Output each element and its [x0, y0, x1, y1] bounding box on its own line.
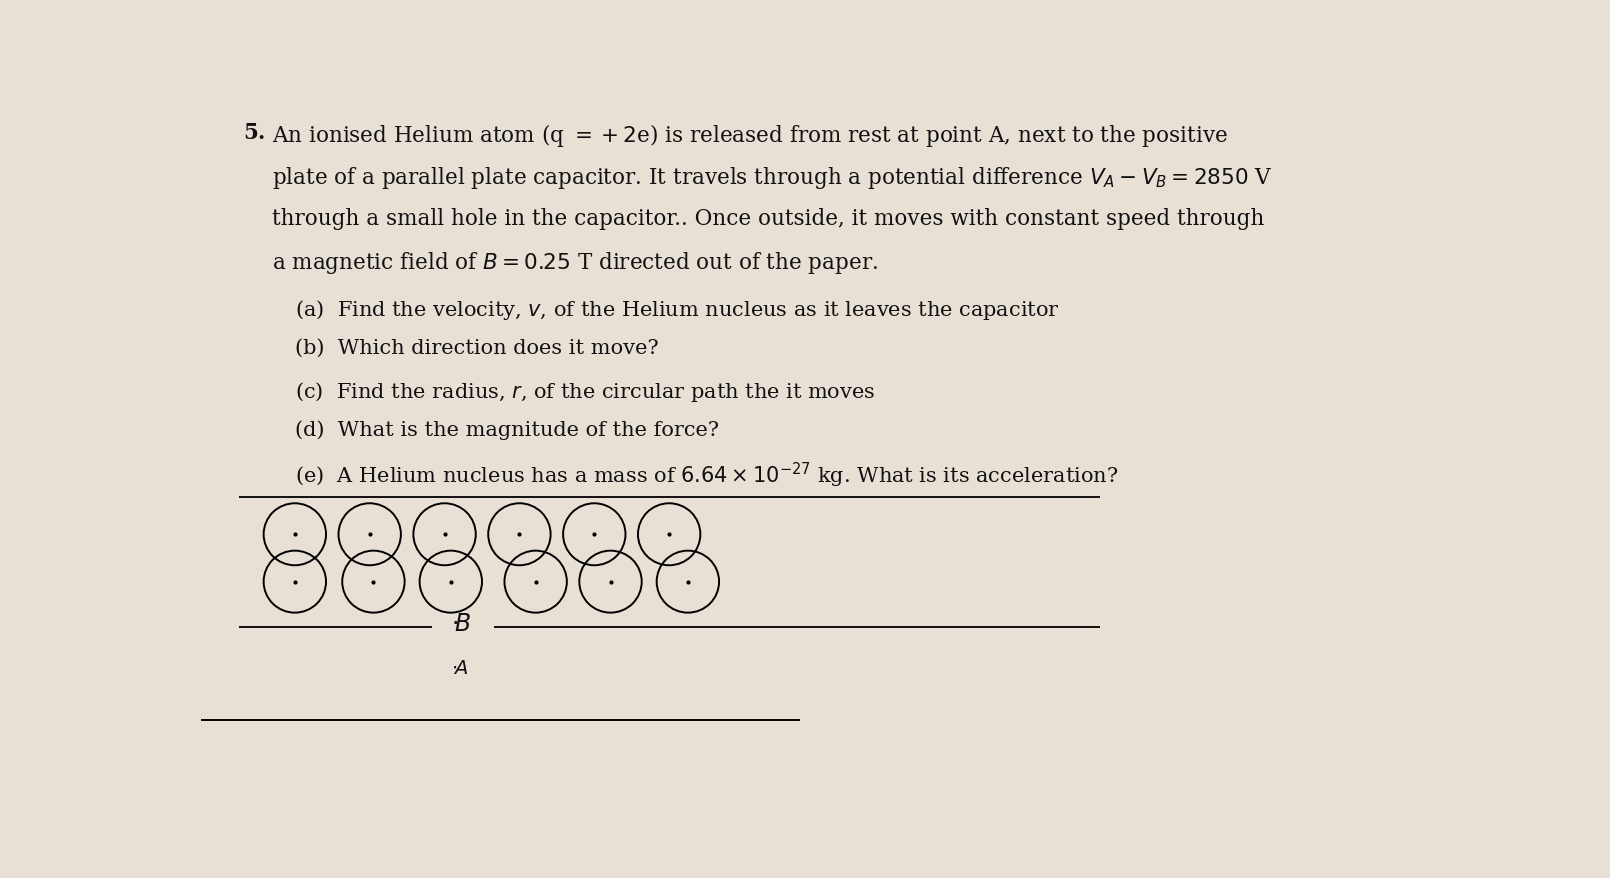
Text: (e)  A Helium nucleus has a mass of $6.64 \times 10^{-27}$ kg. What is its accel: (e) A Helium nucleus has a mass of $6.64…: [295, 460, 1117, 489]
Text: 5.: 5.: [243, 122, 266, 144]
Text: An ionised Helium atom (q $= +2$e) is released from rest at point A, next to the: An ionised Helium atom (q $= +2$e) is re…: [272, 122, 1228, 149]
Text: (d)  What is the magnitude of the force?: (d) What is the magnitude of the force?: [295, 420, 718, 439]
Text: plate of a parallel plate capacitor. It travels through a potential difference $: plate of a parallel plate capacitor. It …: [272, 165, 1274, 191]
Text: (a)  Find the velocity, $v$, of the Helium nucleus as it leaves the capacitor: (a) Find the velocity, $v$, of the Heliu…: [295, 298, 1059, 322]
Text: through a small hole in the capacitor.. Once outside, it moves with constant spe: through a small hole in the capacitor.. …: [272, 207, 1265, 229]
Text: a magnetic field of $B = 0.25$ T directed out of the paper.: a magnetic field of $B = 0.25$ T directe…: [272, 250, 879, 276]
Text: (c)  Find the radius, $r$, of the circular path the it moves: (c) Find the radius, $r$, of the circula…: [295, 379, 876, 403]
Text: $\cdot\!\mathit{B}$: $\cdot\!\mathit{B}$: [451, 613, 472, 636]
Text: $\cdot\!\mathit{A}$: $\cdot\!\mathit{A}$: [451, 658, 469, 677]
Text: (b)  Which direction does it move?: (b) Which direction does it move?: [295, 339, 658, 357]
